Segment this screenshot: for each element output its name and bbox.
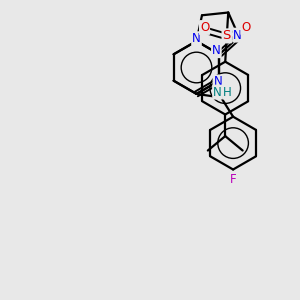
Text: N: N: [212, 44, 221, 57]
Text: O: O: [200, 21, 209, 34]
Text: H: H: [223, 85, 232, 99]
Text: S: S: [223, 29, 231, 42]
Text: N: N: [213, 85, 222, 99]
Text: N: N: [233, 28, 242, 42]
Text: O: O: [241, 21, 250, 34]
Text: N: N: [214, 75, 222, 88]
Text: F: F: [230, 173, 236, 187]
Text: N: N: [192, 32, 201, 45]
